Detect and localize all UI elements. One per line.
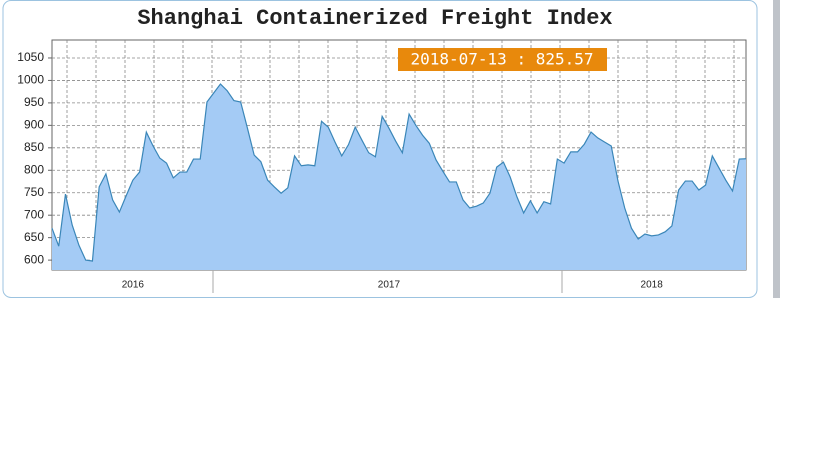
plot: 600 650 700 750 800 850 900 950 1000 1050 2016 2017… [17,50,747,291]
annotation: 2018-07-13 : 825.57 [410,50,593,69]
y-tick-label: 600 [24,252,44,266]
y-tick-label: 800 [24,162,44,176]
y-tick-label: 950 [24,95,44,109]
y-tick-label: 700 [24,207,44,221]
annotation-box [398,48,607,71]
scrollbar [773,0,780,298]
y-tick-label: 850 [24,140,44,154]
area-line [51,83,747,262]
x-tick-label: 2018 [641,280,664,291]
area-fill [52,84,746,270]
y-tick-label: 1000 [17,73,44,87]
y-tick-label: 1050 [17,50,44,64]
y-tick-label: 750 [24,185,44,199]
x-tick-label: 2016 [122,280,145,291]
y-tick-label: 650 [24,230,44,244]
chart-title: Shanghai Containerized Freight Index [137,6,612,31]
y-tick-label: 900 [24,118,44,132]
x-tick-label: 2017 [378,280,401,291]
